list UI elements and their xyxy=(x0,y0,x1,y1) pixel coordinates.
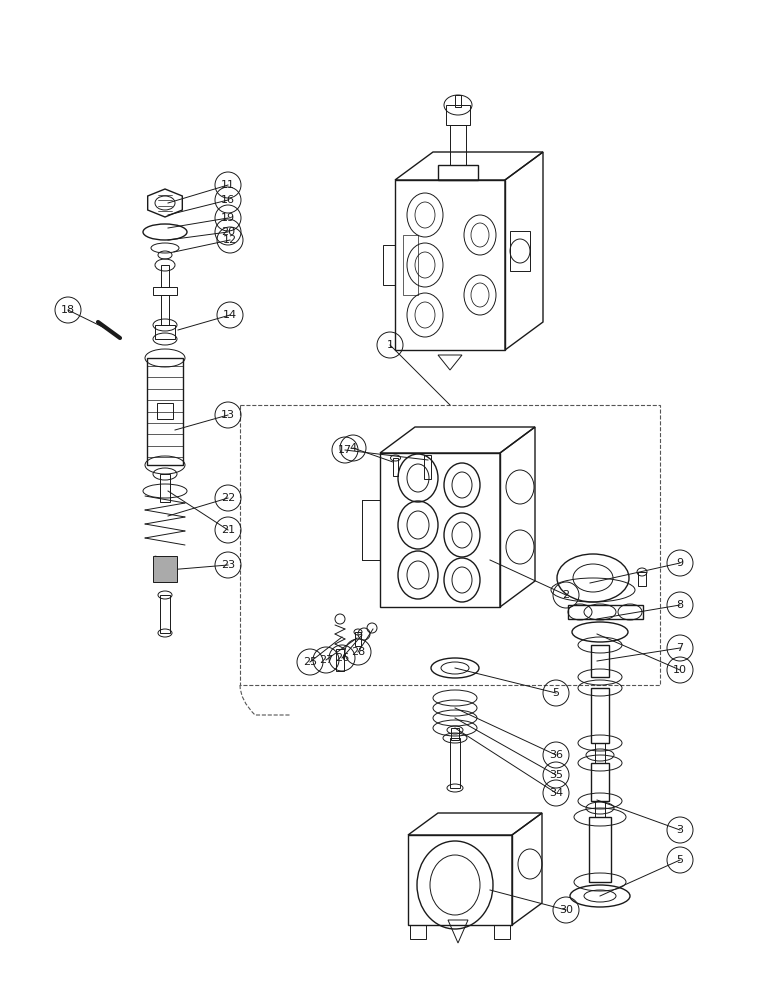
Bar xyxy=(494,925,510,939)
Text: 1: 1 xyxy=(387,340,394,350)
Bar xyxy=(240,405,660,685)
Text: 16: 16 xyxy=(221,195,235,205)
Text: 5: 5 xyxy=(553,688,560,698)
Text: 22: 22 xyxy=(221,493,235,503)
Text: 17: 17 xyxy=(338,445,352,455)
Bar xyxy=(153,287,177,295)
Bar xyxy=(568,605,643,619)
Bar xyxy=(155,325,175,339)
Text: 2: 2 xyxy=(563,590,570,600)
Text: 34: 34 xyxy=(549,788,563,798)
Bar xyxy=(446,105,470,125)
Text: 10: 10 xyxy=(673,665,687,675)
Bar xyxy=(153,556,177,582)
Bar xyxy=(595,801,605,817)
Bar xyxy=(393,458,398,476)
Bar xyxy=(157,403,173,419)
Bar xyxy=(591,763,609,801)
Bar xyxy=(510,231,530,271)
Text: 36: 36 xyxy=(549,750,563,760)
Bar xyxy=(355,632,361,646)
Text: 12: 12 xyxy=(223,235,237,245)
Text: 7: 7 xyxy=(676,643,683,653)
Text: 26: 26 xyxy=(335,653,349,663)
Bar xyxy=(147,358,183,465)
Bar xyxy=(595,743,605,763)
Text: 3: 3 xyxy=(676,825,683,835)
Bar xyxy=(450,738,460,788)
Text: 28: 28 xyxy=(351,647,365,657)
Text: 8: 8 xyxy=(676,600,683,610)
Bar xyxy=(589,817,611,882)
Bar xyxy=(455,95,461,107)
Bar xyxy=(160,595,170,633)
Bar xyxy=(403,235,418,295)
Bar xyxy=(161,265,169,287)
Bar xyxy=(638,572,646,586)
Text: 11: 11 xyxy=(221,180,235,190)
Bar xyxy=(424,455,431,479)
Text: 4: 4 xyxy=(350,443,357,453)
Bar xyxy=(438,165,478,180)
Bar xyxy=(383,245,395,285)
Text: 30: 30 xyxy=(559,905,573,915)
Bar xyxy=(410,925,426,939)
Text: 25: 25 xyxy=(303,657,317,667)
Text: 20: 20 xyxy=(221,227,235,237)
Text: 14: 14 xyxy=(223,310,237,320)
Text: 35: 35 xyxy=(549,770,563,780)
Text: 5: 5 xyxy=(676,855,683,865)
Bar xyxy=(591,688,609,743)
Bar xyxy=(591,645,609,677)
Bar xyxy=(336,649,344,671)
Text: 21: 21 xyxy=(221,525,235,535)
Bar xyxy=(161,295,169,325)
Bar xyxy=(451,728,459,740)
Text: 27: 27 xyxy=(319,655,334,665)
Bar xyxy=(450,125,466,165)
Text: 9: 9 xyxy=(676,558,683,568)
Text: 19: 19 xyxy=(221,213,235,223)
Text: 18: 18 xyxy=(61,305,75,315)
Bar xyxy=(160,474,170,502)
Text: 23: 23 xyxy=(221,560,235,570)
Text: 13: 13 xyxy=(221,410,235,420)
